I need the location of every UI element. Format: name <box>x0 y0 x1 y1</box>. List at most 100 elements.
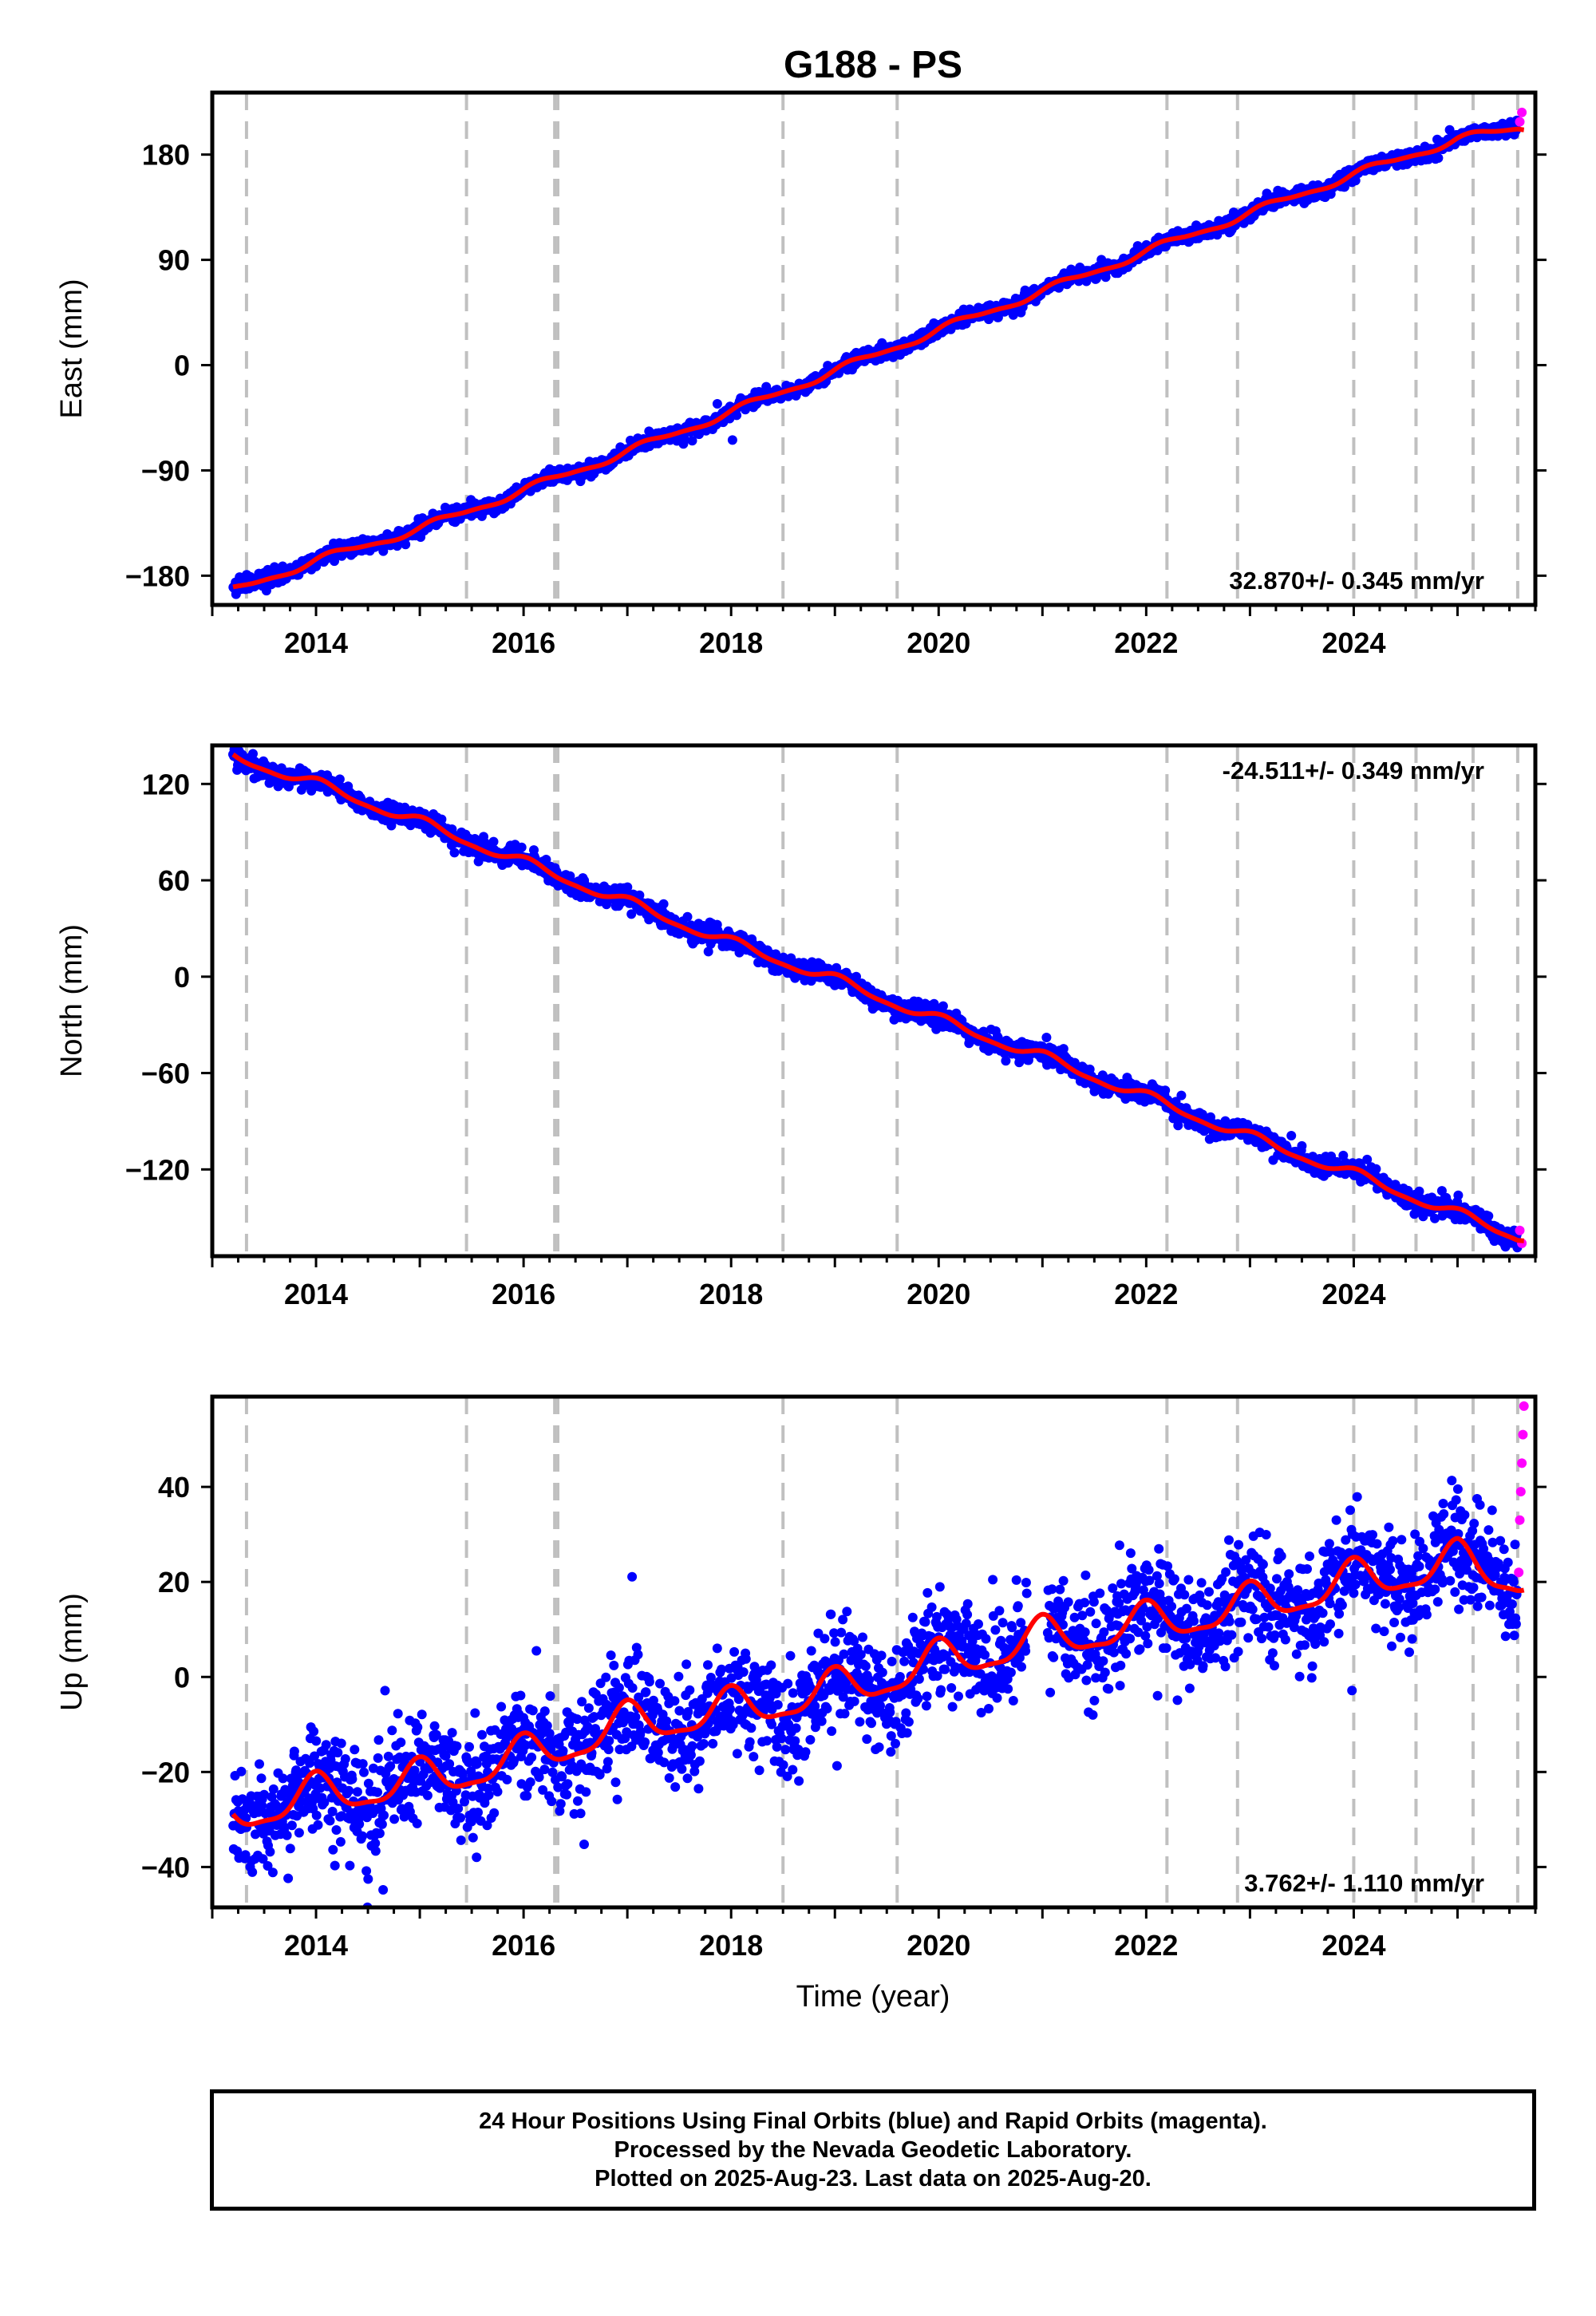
data-point <box>340 1754 350 1764</box>
rapid-point <box>1515 1225 1525 1235</box>
data-point <box>396 1737 406 1748</box>
data-point <box>236 1766 247 1777</box>
data-point <box>682 911 693 922</box>
plot-area <box>228 93 1527 605</box>
y-tick-label: 90 <box>158 244 190 277</box>
data-point <box>473 856 484 867</box>
data-point <box>286 1820 297 1831</box>
y-tick-label: 60 <box>158 864 190 897</box>
y-tick-label: 0 <box>174 350 190 382</box>
data-point <box>373 1753 383 1763</box>
data-point <box>658 899 669 909</box>
data-point <box>703 947 713 957</box>
data-point <box>294 1828 304 1838</box>
data-point <box>380 1686 390 1696</box>
data-point <box>330 1860 340 1871</box>
y-tick-label: 0 <box>174 961 190 994</box>
data-point <box>422 1790 433 1800</box>
x-tick-label: 2018 <box>699 1278 763 1310</box>
data-point <box>687 436 697 446</box>
data-point <box>255 1759 264 1769</box>
data-point <box>247 1867 258 1877</box>
x-axis-label: Time (year) <box>796 1980 950 2014</box>
y-tick-label: −180 <box>125 559 190 592</box>
data-point <box>374 1828 385 1839</box>
data-point <box>282 1830 292 1840</box>
data-point <box>732 410 742 421</box>
data-point <box>325 1816 335 1826</box>
rapid-point <box>1515 117 1525 127</box>
data-point <box>336 1738 346 1749</box>
data-point <box>389 1814 400 1824</box>
data-point <box>437 814 447 824</box>
data-point <box>363 1778 373 1788</box>
plot-area <box>228 745 1527 1256</box>
data-point <box>256 1773 267 1784</box>
data-point <box>1041 1033 1052 1042</box>
data-point <box>268 1784 279 1794</box>
data-point <box>452 1741 462 1751</box>
data-point <box>456 1835 466 1845</box>
data-point <box>1286 1131 1297 1140</box>
data-point <box>401 539 411 550</box>
data-point <box>449 848 460 858</box>
data-point <box>379 1810 389 1820</box>
data-point <box>377 1819 387 1829</box>
data-point <box>634 890 645 900</box>
data-point <box>283 1873 294 1883</box>
x-tick-label: 2020 <box>907 626 970 659</box>
data-point <box>383 1751 393 1761</box>
data-point <box>413 1722 423 1733</box>
data-point <box>1173 1120 1183 1131</box>
data-point <box>1483 1211 1494 1221</box>
data-point <box>321 1740 331 1750</box>
data-point <box>1176 1090 1187 1101</box>
data-point <box>447 1728 457 1738</box>
y-tick-label: 180 <box>142 139 190 172</box>
x-tick-label: 2018 <box>699 626 763 659</box>
data-point <box>1160 1085 1171 1096</box>
data-point <box>358 1759 368 1769</box>
panel-north: 2014 2016 2018 2020 2022 2024−120−60060120Nor… <box>55 743 1547 1310</box>
data-point <box>938 1001 948 1011</box>
x-tick-label: 2016 <box>492 626 555 659</box>
x-tick-label: 2022 <box>1114 626 1178 659</box>
y-axis-label: East (mm) <box>55 279 89 418</box>
final-orbit-points <box>228 1476 1523 1907</box>
data-point <box>334 774 345 785</box>
data-point <box>1433 153 1444 163</box>
x-tick-label: 2020 <box>907 1278 970 1310</box>
data-point <box>289 1746 299 1757</box>
data-point <box>328 1844 338 1855</box>
data-point <box>429 1721 440 1731</box>
y-tick-label: 120 <box>142 768 190 800</box>
data-point <box>347 1774 358 1784</box>
data-point <box>1371 1164 1381 1174</box>
data-point <box>373 1787 382 1797</box>
data-point <box>488 836 499 847</box>
rapid-point <box>1517 107 1527 117</box>
data-point <box>311 1736 322 1746</box>
data-point <box>363 1874 373 1884</box>
data-point <box>331 1825 342 1835</box>
data-point <box>345 1860 355 1871</box>
x-tick-label: 2014 <box>284 1278 348 1310</box>
data-point <box>267 1867 278 1878</box>
data-point <box>313 1820 323 1830</box>
data-point <box>265 1847 275 1857</box>
data-point <box>387 1725 397 1736</box>
plot-frame <box>210 90 1538 607</box>
data-point <box>417 1709 427 1720</box>
data-point <box>680 434 689 445</box>
data-point <box>393 1709 403 1719</box>
data-point <box>1444 124 1455 135</box>
velocity-label: 32.870+/- 0.345 mm/yr <box>1229 567 1484 595</box>
x-tick-label: 2024 <box>1321 626 1385 659</box>
y-tick-label: −90 <box>141 454 190 487</box>
data-point <box>311 1810 322 1820</box>
data-point <box>1058 1044 1069 1054</box>
model-fit-line <box>231 126 1525 590</box>
data-point <box>335 1836 346 1847</box>
y-axis-label: North (mm) <box>55 924 89 1077</box>
